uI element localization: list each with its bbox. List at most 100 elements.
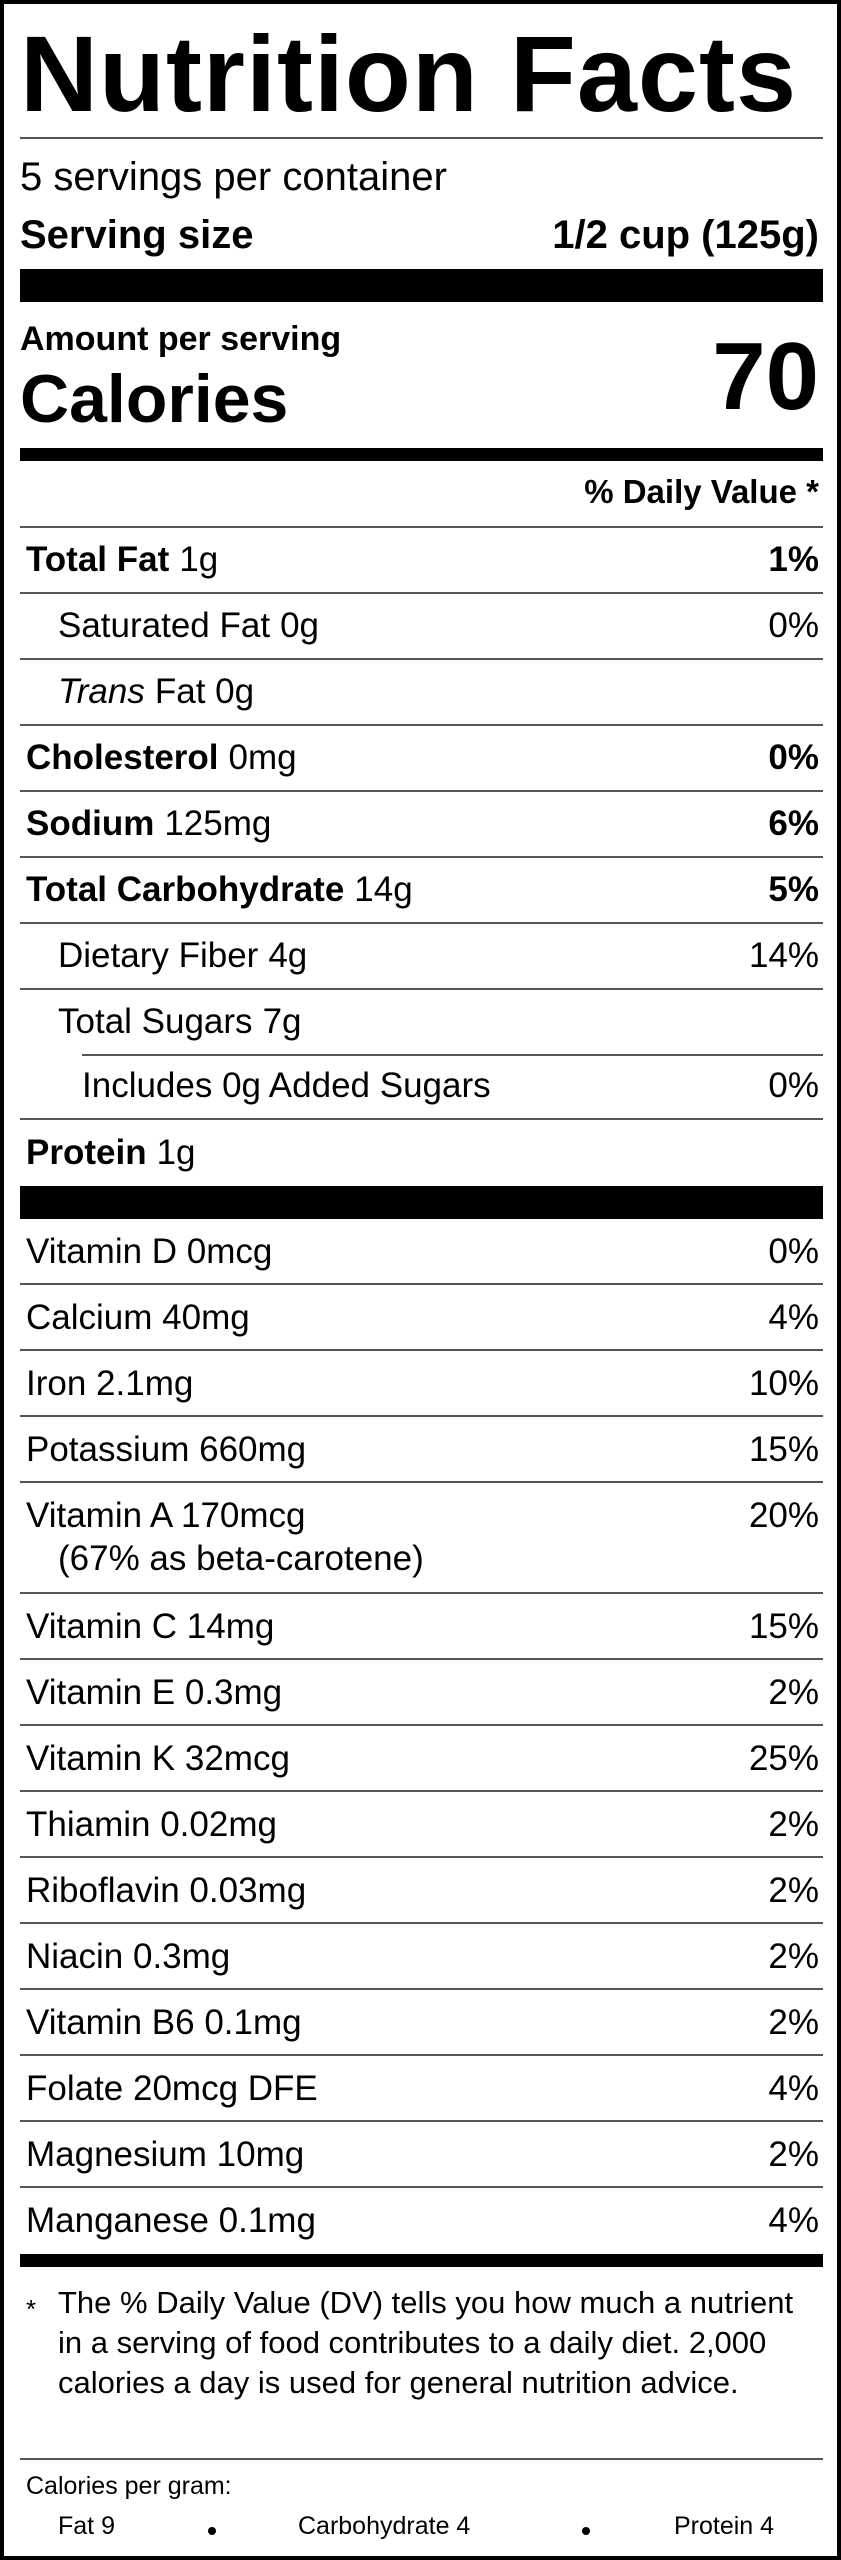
vitamin-name: Vitamin E 0.3mg [26,1673,283,1712]
daily-value: 5% [768,870,819,909]
nutrient-name: Includes 0g Added Sugars [82,1066,491,1105]
nutrient-name: Saturated Fat [58,606,271,645]
serving-size: Serving size 1/2 cup (125g) [20,215,823,255]
nutrient-name: Total Sugars [58,1002,253,1041]
vitamin-row: Folate 20mcg DFE 4% [20,2056,823,2122]
bullet [582,2527,590,2535]
vitamin-row: Vitamin C 14mg 15% [20,1594,823,1660]
nutrient-row: Total Carbohydrate 14g 5% [20,858,823,924]
nutrient-row: Dietary Fiber 4g 14% [20,924,823,990]
vitamin-row: Vitamin D 0mcg 0% [20,1219,823,1285]
vitamin-row: Riboflavin 0.03mg 2% [20,1858,823,1924]
daily-value: 4% [768,1298,819,1337]
nutrient-amount: 4g [268,936,308,975]
vitamin-name: Vitamin D 0mcg [26,1232,273,1271]
daily-value: 1% [768,540,819,579]
nutrient-row: Protein 1g [20,1120,823,1186]
nutrient-name: Protein [26,1133,147,1172]
cpg-item: Carbohydrate 4 [298,2512,471,2540]
vitamin-name: Manganese 0.1mg [26,2201,316,2240]
servings-per-container: 5 servings per container [20,155,447,199]
nutrient-amount: 1g [156,1133,196,1172]
vitamins: Vitamin D 0mcg 0% Calcium 40mg 4% Iron 2.1mg… [20,1219,823,2254]
daily-value: 15% [748,1430,819,1469]
footnote-text: The % Daily Value (DV) tells you how muc… [58,2285,794,2400]
vitamin-name: Potassium 660mg [26,1430,307,1469]
daily-value: 0% [768,1232,819,1271]
daily-value: 0% [768,1066,819,1105]
vitamin-name: Niacin 0.3mg [26,1937,231,1976]
calories-per-gram: Calories per gram: Fat 9 Carbohydrate 4 … [20,2460,823,2560]
vitamin-name: Folate 20mcg DFE [26,2069,318,2108]
daily-value: 2% [768,1871,819,1910]
nutrient-amount: Fat 0g [154,672,255,711]
vitamin-row: Vitamin B6 0.1mg 2% [20,1990,823,2056]
serving-size-value: 1/2 cup (125g) [552,213,819,257]
daily-value: 0% [768,606,819,645]
daily-value: 25% [748,1739,819,1778]
nutrient-row: Cholesterol 0mg 0% [20,726,823,792]
divider [20,2254,823,2267]
nutrient-amount: 125mg [164,804,272,843]
servings: 5 servings per container Serving size 1/2… [20,139,823,269]
calories: Amount per serving Calories 70 [20,302,823,448]
calories-value: 70 [712,323,819,430]
nutrient-amount: 7g [262,1002,302,1041]
vitamin-name: Riboflavin 0.03mg [26,1871,307,1910]
cpg-item: Protein 4 [674,2512,775,2540]
amount-label: Amount per serving [20,320,342,358]
nutrient-amount: 1g [179,540,219,579]
cpg-label: Calories per gram: [26,2472,232,2500]
daily-value: 4% [768,2201,819,2240]
serving-size-label: Serving size [20,213,254,257]
nutrients: Total Fat 1g 1% Saturated Fat 0g 0% Trans Fat 0… [20,528,823,1186]
nutrient-amount: 0g [280,606,320,645]
nutrient-row: Includes 0g Added Sugars 0% [20,1054,823,1120]
vitamin-row: Thiamin 0.02mg 2% [20,1792,823,1858]
nutrient-amount: 14g [354,870,413,909]
daily-value: 2% [768,1937,819,1976]
vitamin-row: Iron 2.1mg 10% [20,1351,823,1417]
vitamin-row: Vitamin A 170mcg 20% (67% as beta-carotene… [20,1483,823,1594]
vitamin-name: Thiamin 0.02mg [26,1805,277,1844]
bullet [208,2527,216,2535]
daily-value: 6% [768,804,819,843]
daily-value: 2% [768,2003,819,2042]
vitamin-name: Magnesium 10mg [26,2135,305,2174]
nutrient-row: Total Sugars 7g [20,990,823,1056]
vitamin-name: Calcium 40mg [26,1298,250,1337]
vitamin-row: Vitamin K 32mcg 25% [20,1726,823,1792]
nutrient-name: Cholesterol [26,738,219,777]
nutrient-name: Sodium [26,804,155,843]
nutrient-name: Dietary Fiber [58,936,259,975]
daily-value: 2% [768,2135,819,2174]
nutrient-name: Total Fat [26,540,170,579]
divider [20,448,823,461]
footnote: * The % Daily Value (DV) tells you how m… [20,2267,823,2460]
vitamin-name: Vitamin A 170mcg [26,1496,306,1535]
nutrient-row: Sodium 125mg 6% [20,792,823,858]
daily-value: 20% [748,1496,819,1535]
daily-value: 0% [768,738,819,777]
daily-value: 15% [748,1607,819,1646]
daily-value: 14% [748,936,819,975]
vitamin-row: Manganese 0.1mg 4% [20,2188,823,2254]
nutrient-row: Saturated Fat 0g 0% [20,594,823,660]
nutrient-row: Total Fat 1g 1% [20,528,823,594]
vitamin-name: Vitamin C 14mg [26,1607,275,1646]
vitamin-name: Vitamin B6 0.1mg [26,2003,302,2042]
daily-value: 10% [748,1364,819,1403]
divider [20,269,823,302]
calories-label: Calories [20,361,289,437]
daily-value: 2% [768,1673,819,1712]
vitamin-row: Niacin 0.3mg 2% [20,1924,823,1990]
daily-value: 2% [768,1805,819,1844]
nutrient-row: Trans Fat 0g [20,660,823,726]
title: Nutrition Facts [20,4,823,139]
divider [82,1054,823,1056]
vitamin-name: Vitamin K 32mcg [26,1739,290,1778]
cpg-item: Fat 9 [58,2512,115,2540]
dv-header: % Daily Value * [20,461,823,528]
footnote-marker: * [26,2294,37,2324]
